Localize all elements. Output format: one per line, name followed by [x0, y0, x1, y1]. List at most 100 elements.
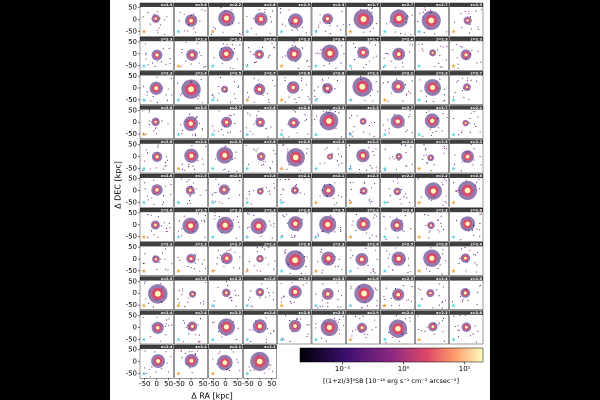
- speckle: [317, 86, 319, 88]
- speckle: [367, 264, 369, 266]
- speckle: [392, 269, 394, 271]
- speckle: [424, 330, 426, 332]
- speckle: [388, 157, 390, 159]
- speckle: [371, 201, 373, 203]
- speckle: [299, 122, 301, 124]
- star-marker: ★: [141, 166, 146, 173]
- label-strip: [140, 242, 174, 247]
- source-peak: [359, 83, 366, 90]
- panel-label: z=2.5: [299, 140, 311, 144]
- speckle: [233, 81, 235, 83]
- speckle: [283, 144, 285, 146]
- speckle: [220, 7, 222, 9]
- speckle: [314, 327, 316, 329]
- speckle: [428, 237, 430, 239]
- panel-label: z=2.7: [471, 72, 483, 76]
- speckle: [233, 114, 235, 116]
- speckle: [200, 302, 202, 304]
- speckle: [434, 65, 436, 67]
- source-peak: [396, 292, 401, 297]
- speckle: [154, 65, 156, 67]
- speckle: [196, 188, 198, 190]
- speckle: [327, 306, 329, 308]
- speckle: [367, 334, 369, 336]
- speckle: [205, 282, 207, 284]
- source-peak: [360, 326, 364, 330]
- speckle: [303, 193, 305, 195]
- speckle: [370, 202, 372, 204]
- speckle: [375, 55, 377, 57]
- speckle: [429, 128, 431, 130]
- speckle: [408, 116, 410, 118]
- source-peak: [326, 118, 332, 124]
- speckle: [319, 195, 321, 197]
- speckle: [354, 58, 356, 60]
- speckle: [282, 136, 284, 138]
- panel-label: z=2.6: [264, 37, 276, 41]
- speckle: [444, 260, 446, 262]
- speckle: [403, 230, 405, 232]
- speckle: [354, 46, 356, 48]
- speckle: [395, 66, 397, 68]
- speckle: [155, 127, 157, 129]
- speckle: [247, 268, 249, 270]
- speckle: [191, 145, 193, 147]
- speckle: [461, 78, 463, 80]
- source-peak: [396, 190, 399, 193]
- speckle: [269, 54, 271, 56]
- speckle: [458, 134, 460, 136]
- speckle: [266, 92, 268, 94]
- source-peak: [430, 85, 436, 91]
- speckle: [468, 13, 470, 15]
- speckle: [470, 28, 472, 30]
- speckle: [457, 67, 459, 69]
- speckle: [315, 53, 317, 55]
- panel-label: z=2.8: [264, 3, 276, 7]
- speckle: [437, 229, 439, 231]
- speckle: [146, 91, 148, 93]
- label-strip: [346, 3, 380, 7]
- source-peak: [396, 256, 401, 261]
- speckle: [441, 302, 443, 304]
- source-peak: [429, 291, 432, 295]
- speckle: [304, 120, 306, 122]
- speckle: [390, 92, 392, 94]
- star-marker: ★: [210, 131, 215, 138]
- speckle: [262, 187, 264, 189]
- speckle: [461, 47, 463, 49]
- speckle: [264, 11, 266, 13]
- source-peak: [362, 189, 365, 193]
- speckle: [356, 115, 358, 117]
- speckle: [262, 94, 264, 96]
- star-marker: ★: [210, 337, 215, 344]
- speckle: [256, 251, 258, 253]
- panel-label: z=2.3: [230, 208, 242, 212]
- speckle: [262, 47, 264, 49]
- y-tick-label: -50: [126, 62, 137, 70]
- speckle: [376, 300, 378, 302]
- speckle: [301, 80, 303, 82]
- speckle: [142, 169, 144, 171]
- speckle: [193, 27, 195, 29]
- speckle: [430, 9, 432, 11]
- speckle: [280, 12, 282, 14]
- source-peak: [293, 289, 298, 294]
- speckle: [188, 165, 190, 167]
- speckle: [306, 212, 308, 214]
- speckle: [201, 128, 203, 130]
- speckle: [327, 77, 329, 79]
- label-strip: [415, 71, 449, 76]
- panel-label: z=2.6: [161, 174, 173, 178]
- speckle: [237, 222, 239, 224]
- speckle: [203, 66, 205, 68]
- speckle: [280, 193, 282, 195]
- speckle: [239, 33, 241, 35]
- speckle: [179, 259, 181, 261]
- speckle: [249, 296, 251, 298]
- speckle: [194, 135, 196, 137]
- speckle: [183, 322, 185, 324]
- speckle: [144, 367, 146, 369]
- source-peak: [224, 15, 230, 21]
- speckle: [230, 67, 232, 69]
